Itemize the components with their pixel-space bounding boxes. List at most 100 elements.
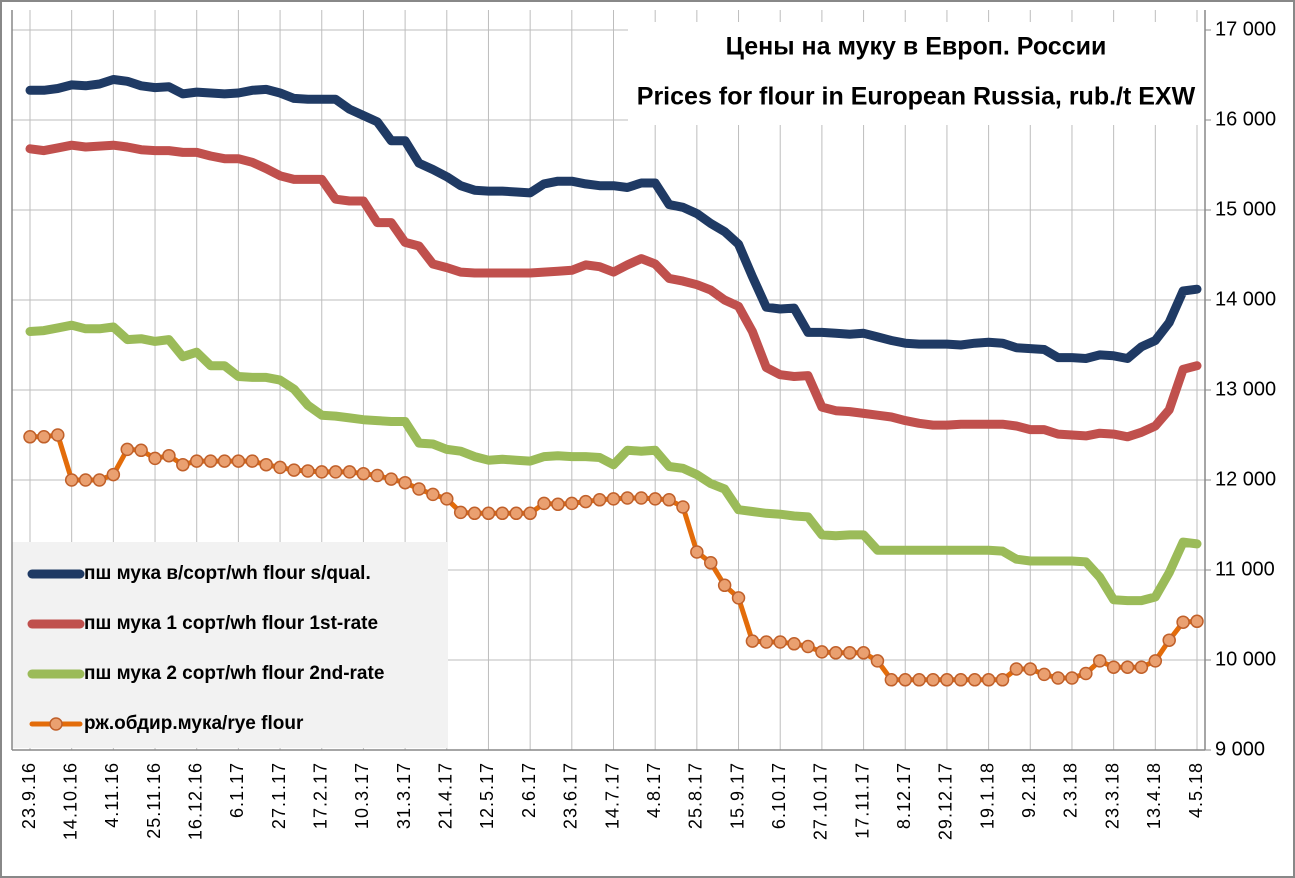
series-marker: [967, 673, 982, 687]
series-marker: [606, 492, 621, 506]
x-tick-label: 23.6.17: [561, 762, 581, 829]
series-marker: [315, 465, 329, 479]
x-tick-label: 23.9.16: [19, 762, 39, 829]
x-tick-label: 13.4.18: [1144, 762, 1164, 829]
series-marker: [328, 465, 343, 479]
series-line: [25, 320, 1202, 606]
series-marker: [745, 634, 760, 648]
legend-marker: [49, 717, 63, 731]
y-tick-label: 12 000: [1215, 468, 1276, 490]
series-marker: [1079, 666, 1093, 681]
series-marker: [787, 637, 801, 651]
x-tick-label: 21.4.17: [436, 762, 456, 829]
y-tick-label: 13 000: [1215, 378, 1276, 400]
x-tick-label: 23.3.18: [1102, 762, 1122, 829]
x-tick-label: 29.12.17: [936, 762, 956, 840]
x-tick-label: 14.7.17: [602, 762, 622, 829]
y-tick-label: 9 000: [1215, 738, 1265, 760]
x-tick-label: 2.3.18: [1061, 762, 1081, 818]
series-marker: [1120, 660, 1135, 674]
lines: [23, 75, 1204, 687]
series-marker: [51, 428, 65, 442]
series-marker: [1023, 662, 1038, 676]
x-tick-label: 6.1.17: [227, 762, 247, 818]
series-marker: [384, 472, 398, 486]
series-marker: [704, 556, 718, 570]
series-marker: [884, 673, 899, 687]
legend-box: [12, 542, 448, 748]
x-tick-label: 6.10.17: [769, 762, 789, 829]
series-marker: [356, 466, 371, 481]
series-line: [25, 140, 1202, 442]
chart-subtitle: Prices for flour in European Russia, rub…: [637, 83, 1196, 111]
series-marker: [134, 443, 148, 458]
series-marker: [440, 492, 454, 506]
series-marker: [162, 448, 176, 463]
series-marker: [398, 475, 412, 490]
series-marker: [176, 457, 190, 472]
series-marker: [426, 487, 440, 502]
grid: 9 000 10 000 11 000 12 000 13 000 14 000 15 00…: [12, 10, 1276, 840]
series-marker: [370, 468, 385, 483]
y-tick-label: 11 000: [1215, 558, 1275, 580]
series-marker: [301, 464, 315, 478]
series-marker: [940, 673, 954, 687]
series-marker: [481, 506, 496, 521]
series-marker: [592, 493, 607, 507]
series-marker: [1190, 614, 1204, 629]
series-marker: [231, 454, 246, 468]
series-marker: [217, 454, 232, 468]
series-marker: [495, 506, 510, 521]
series-marker: [1106, 660, 1121, 674]
series-marker: [801, 639, 815, 654]
x-tick-label: 2.6.17: [519, 762, 539, 818]
series-marker: [634, 491, 649, 505]
series-marker: [1093, 654, 1107, 668]
series-marker: [467, 506, 482, 521]
series-marker: [78, 473, 93, 487]
series-marker: [92, 473, 107, 487]
series-marker: [1065, 671, 1079, 685]
series-marker: [690, 545, 704, 559]
x-tick-label: 4.8.17: [644, 762, 664, 818]
x-tick-label: 25.8.17: [686, 762, 706, 829]
series-marker: [1148, 654, 1163, 668]
series-marker: [912, 673, 926, 687]
series-marker: [106, 467, 121, 482]
y-tick-label: 14 000: [1215, 288, 1276, 310]
series-marker: [926, 673, 940, 687]
y-tick-label: 16 000: [1215, 108, 1276, 130]
series-marker: [620, 491, 635, 505]
series-marker: [189, 454, 204, 468]
series-marker: [523, 506, 537, 521]
series-marker: [565, 496, 579, 511]
series-marker: [259, 457, 273, 472]
series-marker: [245, 454, 260, 468]
legend: пш мука в/сорт/wh flour s/qual. пш мука 1…: [27, 563, 384, 734]
series-marker: [551, 497, 565, 512]
x-tick-label: 19.1.18: [977, 762, 997, 829]
y-tick-label: 10 000: [1215, 648, 1276, 670]
x-tick-label: 17.2.17: [311, 762, 331, 829]
series-marker: [1037, 667, 1051, 682]
series-marker: [898, 673, 912, 687]
x-tick-label: 8.12.17: [894, 762, 914, 829]
series-marker: [148, 451, 162, 466]
series-marker: [120, 442, 134, 457]
series-marker: [203, 454, 218, 468]
legend-label: пш мука 1 сорт/wh flour 1st-rate: [84, 613, 378, 634]
x-tick-label: 14.10.16: [60, 762, 80, 840]
series-marker: [717, 578, 732, 593]
x-tick-label: 12.5.17: [477, 762, 497, 829]
x-tick-label: 9.2.18: [1019, 762, 1039, 818]
series-marker: [981, 673, 996, 687]
series-marker: [662, 493, 676, 507]
series-marker: [842, 646, 857, 660]
series-marker: [1162, 633, 1176, 647]
series-marker: [773, 635, 787, 649]
series-marker: [509, 506, 523, 521]
series-marker: [856, 646, 871, 660]
series-marker: [342, 465, 357, 479]
series-marker: [995, 673, 1010, 687]
